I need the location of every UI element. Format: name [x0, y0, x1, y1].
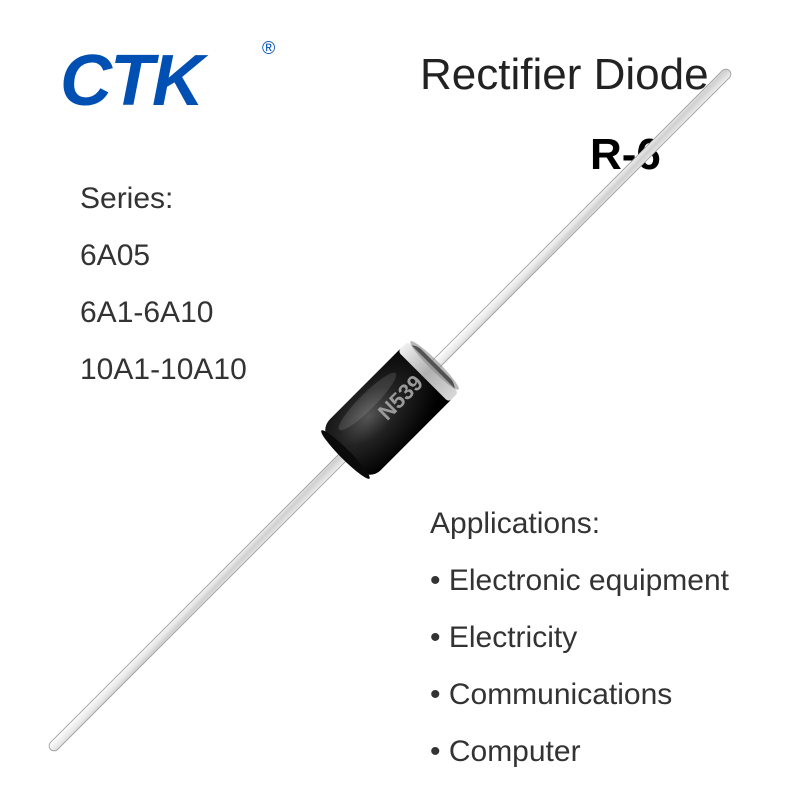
- diode-body-label: N539: [373, 370, 428, 425]
- series-item: 6A1-6A10: [80, 284, 247, 341]
- series-heading: Series:: [80, 170, 247, 227]
- applications-item: • Electronic equipment: [430, 552, 729, 609]
- applications-block: Applications: • Electronic equipment • E…: [430, 495, 729, 780]
- applications-item-label: Electronic equipment: [449, 564, 729, 597]
- applications-item-label: Electricity: [449, 621, 577, 654]
- series-item: 6A05: [80, 227, 247, 284]
- applications-item-label: Communications: [449, 678, 672, 711]
- series-item: 10A1-10A10: [80, 341, 247, 398]
- series-block: Series: 6A05 6A1-6A10 10A1-10A10: [80, 170, 247, 398]
- applications-item-label: Computer: [449, 735, 581, 768]
- model-number: R-6: [590, 130, 661, 180]
- applications-item: • Computer: [430, 723, 729, 780]
- page-title: Rectifier Diode: [420, 50, 709, 100]
- applications-item: • Communications: [430, 666, 729, 723]
- applications-item: • Electricity: [430, 609, 729, 666]
- applications-heading: Applications:: [430, 495, 729, 552]
- brand-logo: CTK: [60, 40, 202, 122]
- registered-mark-icon: ®: [262, 38, 275, 59]
